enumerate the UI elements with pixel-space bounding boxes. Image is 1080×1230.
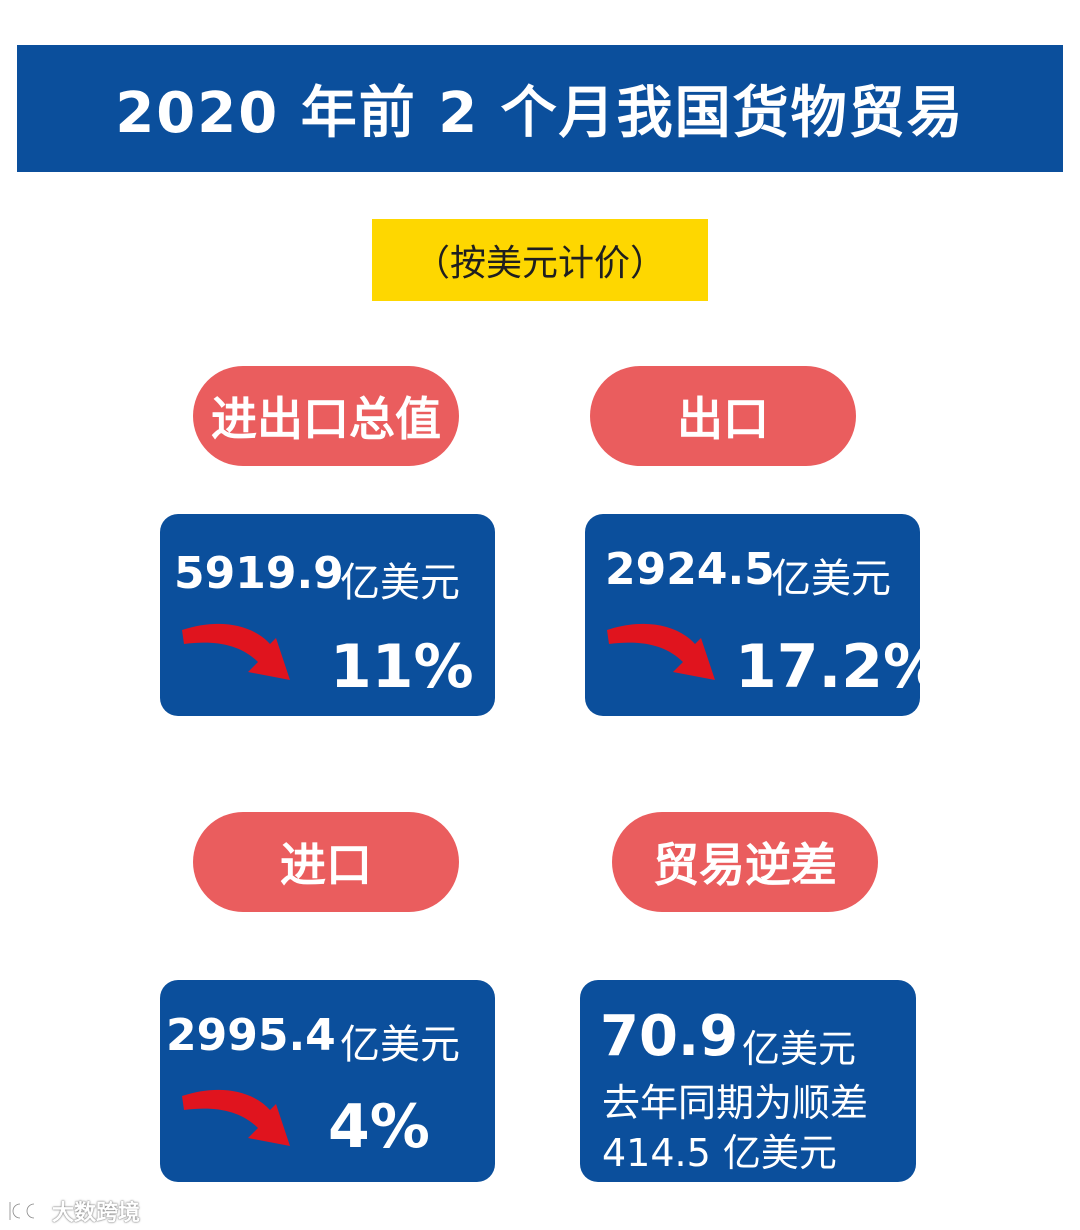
import-label: 进口 bbox=[193, 812, 459, 912]
total-amount: 5919.9 bbox=[174, 548, 344, 599]
export-label: 出口 bbox=[590, 366, 856, 466]
deficit-note-line1: 去年同期为顺差 bbox=[602, 1081, 869, 1125]
deficit-note-line2: 414.5 亿美元 bbox=[602, 1131, 837, 1175]
title-banner: 2020 年前 2 个月我国货物贸易 bbox=[17, 45, 1063, 172]
deficit-label: 贸易逆差 bbox=[612, 812, 878, 912]
export-amount: 2924.5 bbox=[605, 544, 775, 595]
brand-logo-icon bbox=[8, 1202, 43, 1220]
import-amount: 2995.4 bbox=[166, 1010, 336, 1061]
down-arrow-icon bbox=[182, 1089, 290, 1146]
watermark-text: 大数跨境 bbox=[52, 1201, 141, 1226]
import-card: 2995.4 亿美元 4% bbox=[160, 980, 495, 1182]
page-title: 2020 年前 2 个月我国货物贸易 bbox=[115, 81, 965, 146]
deficit-card: 70.9 亿美元 去年同期为顺差 414.5 亿美元 bbox=[580, 980, 916, 1182]
total-change: 11% bbox=[330, 632, 474, 702]
watermark: 大数跨境 bbox=[6, 1196, 140, 1226]
import-unit: 亿美元 bbox=[340, 1022, 460, 1068]
currency-note: （按美元计价） bbox=[372, 219, 708, 301]
export-card: 2924.5 亿美元 17.2% bbox=[585, 514, 943, 716]
export-change: 17.2% bbox=[735, 632, 944, 702]
total-label: 进出口总值 bbox=[193, 366, 459, 466]
total-unit: 亿美元 bbox=[340, 560, 460, 606]
total-card: 5919.9 亿美元 11% bbox=[160, 514, 495, 716]
export-unit: 亿美元 bbox=[771, 556, 891, 602]
deficit-amount: 70.9 bbox=[600, 1004, 739, 1069]
import-change: 4% bbox=[328, 1092, 430, 1162]
down-arrow-icon bbox=[182, 623, 290, 680]
down-arrow-icon bbox=[607, 623, 715, 680]
deficit-unit: 亿美元 bbox=[742, 1027, 857, 1071]
